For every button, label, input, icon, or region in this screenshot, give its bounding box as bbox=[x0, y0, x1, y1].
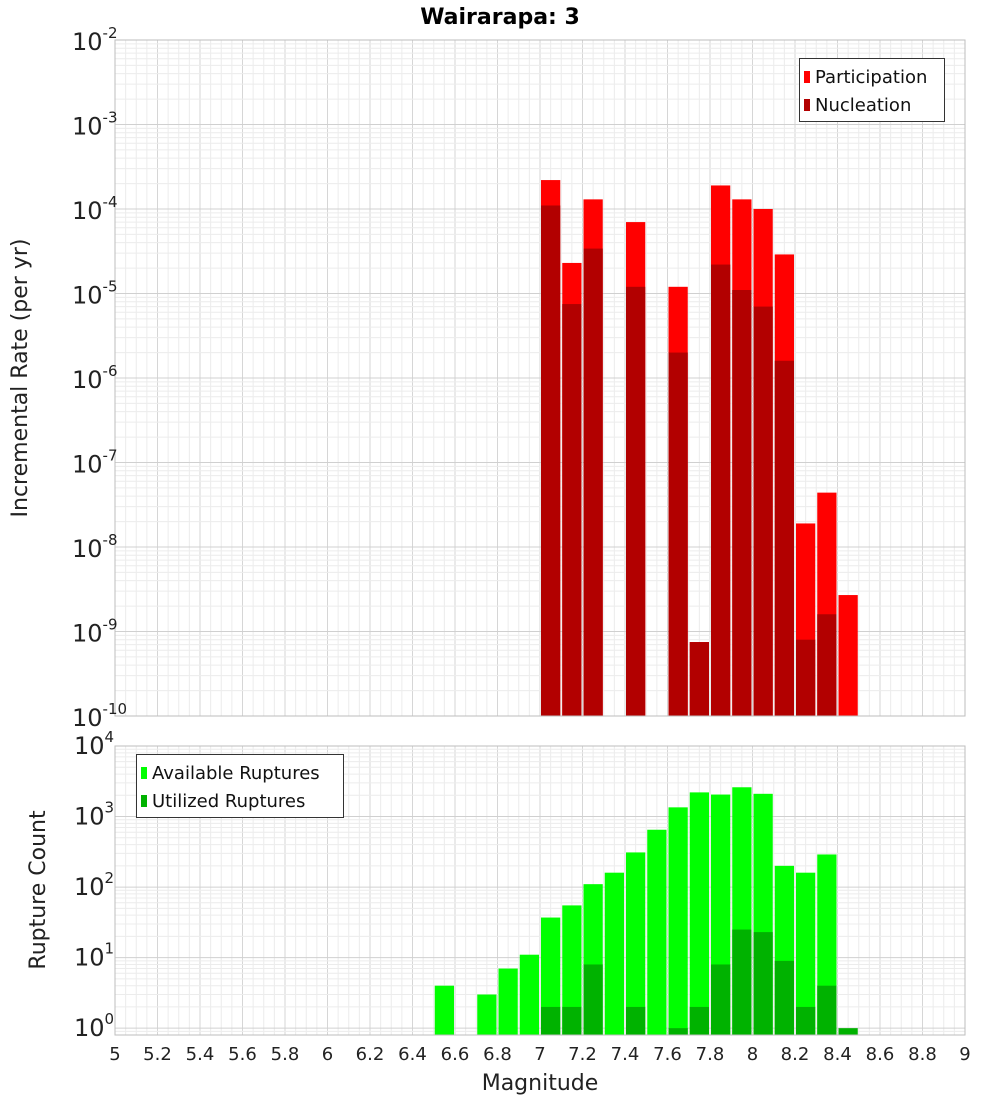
x-tick-label: 7.6 bbox=[653, 1044, 682, 1065]
bar-nucleation bbox=[583, 248, 603, 716]
x-tick-label: 5 bbox=[109, 1044, 120, 1065]
plot-border bbox=[114, 745, 966, 1036]
x-tick-label: 8.2 bbox=[781, 1044, 810, 1065]
x-axis-label: Magnitude bbox=[482, 1071, 599, 1096]
top-y-axis-label: Incremental Rate (per yr) bbox=[8, 239, 33, 518]
x-tick-label: 6.8 bbox=[483, 1044, 512, 1065]
y-tick-label: 104 bbox=[74, 728, 114, 760]
x-tick-label: 5.2 bbox=[143, 1044, 172, 1065]
legend-label: Utilized Ruptures bbox=[152, 790, 306, 812]
legend-label: Nucleation bbox=[815, 94, 912, 116]
x-tick-label: 8.8 bbox=[908, 1044, 937, 1065]
bar-utilized-ruptures bbox=[817, 985, 837, 1035]
x-tick-label: 5.6 bbox=[228, 1044, 257, 1065]
legend-label: Participation bbox=[815, 66, 928, 88]
x-tick-label: 6.4 bbox=[398, 1044, 427, 1065]
bar-available-ruptures bbox=[626, 852, 646, 1035]
bar-available-ruptures bbox=[796, 872, 816, 1035]
bar-available-ruptures bbox=[647, 829, 667, 1035]
bar-utilized-ruptures bbox=[562, 1006, 582, 1035]
bar-utilized-ruptures bbox=[541, 1006, 561, 1035]
legend-item-utilized-ruptures: Utilized Ruptures bbox=[141, 787, 337, 815]
bar-available-ruptures bbox=[477, 994, 497, 1035]
plot-border bbox=[114, 39, 966, 717]
top-plot-area: 10-10 10-9 10-8 10-7 10-6 10-5 10-4 10-3 10-2 bbox=[72, 24, 966, 732]
bar-utilized-ruptures bbox=[668, 1028, 688, 1035]
x-tick-label: 6.6 bbox=[441, 1044, 470, 1065]
bar-utilized-ruptures bbox=[732, 929, 752, 1035]
bar-participation bbox=[838, 595, 858, 716]
bar-utilized-ruptures bbox=[796, 1006, 816, 1035]
bar-nucleation bbox=[711, 264, 731, 716]
legend-swatch bbox=[141, 795, 147, 807]
legend-swatch bbox=[804, 99, 810, 111]
y-tick-label: 100 bbox=[74, 1010, 114, 1042]
bar-nucleation bbox=[562, 304, 582, 716]
top-legend: Participation Nucleation bbox=[799, 58, 945, 122]
x-tick-label: 8.4 bbox=[823, 1044, 852, 1065]
y-tick-label: 10-10 bbox=[72, 700, 127, 732]
bottom-y-axis-label: Rupture Count bbox=[26, 810, 51, 970]
x-tick-label: 9 bbox=[959, 1044, 970, 1065]
x-tick-label: 8 bbox=[747, 1044, 758, 1065]
x-tick-label: 6 bbox=[322, 1044, 333, 1065]
bar-available-ruptures bbox=[498, 968, 518, 1035]
bar-nucleation bbox=[796, 639, 816, 716]
bar-available-ruptures bbox=[604, 872, 624, 1035]
legend-item-available-ruptures: Available Ruptures bbox=[141, 759, 337, 787]
chart-title: Wairarapa: 3 bbox=[420, 5, 580, 30]
x-tick-label: 5.4 bbox=[186, 1044, 215, 1065]
x-tick-label: 7.8 bbox=[696, 1044, 725, 1065]
y-tick-label: 10-2 bbox=[72, 24, 118, 56]
x-tick-label: 7.2 bbox=[568, 1044, 597, 1065]
bar-available-ruptures bbox=[519, 954, 539, 1035]
y-tick-label: 10-3 bbox=[72, 109, 118, 141]
y-tick-label: 10-8 bbox=[72, 531, 118, 563]
bar-utilized-ruptures bbox=[774, 960, 794, 1035]
bar-available-ruptures bbox=[689, 792, 709, 1035]
legend-item-nucleation: Nucleation bbox=[804, 91, 938, 119]
x-tick-label: 6.2 bbox=[356, 1044, 385, 1065]
y-tick-label: 101 bbox=[74, 940, 114, 972]
bar-utilized-ruptures bbox=[753, 932, 773, 1035]
bar-nucleation bbox=[732, 290, 752, 716]
bar-nucleation bbox=[774, 360, 794, 716]
x-tick-label: 7 bbox=[534, 1044, 545, 1065]
bar-utilized-ruptures bbox=[711, 964, 731, 1035]
y-tick-label: 10-5 bbox=[72, 278, 118, 310]
y-tick-label: 102 bbox=[74, 869, 114, 901]
legend-swatch bbox=[804, 71, 810, 83]
bar-utilized-ruptures bbox=[583, 964, 603, 1035]
bar-available-ruptures bbox=[668, 807, 688, 1035]
y-tick-label: 10-7 bbox=[72, 447, 118, 479]
bar-nucleation bbox=[753, 306, 773, 716]
y-tick-label: 10-4 bbox=[72, 193, 118, 225]
y-tick-label: 10-9 bbox=[72, 616, 118, 648]
bar-utilized-ruptures bbox=[838, 1028, 858, 1035]
bar-nucleation bbox=[668, 352, 688, 716]
bar-available-ruptures bbox=[434, 985, 454, 1035]
bar-utilized-ruptures bbox=[626, 1006, 646, 1035]
bar-nucleation bbox=[817, 614, 837, 716]
legend-item-participation: Participation bbox=[804, 63, 938, 91]
bar-available-ruptures bbox=[562, 905, 582, 1035]
legend-swatch bbox=[141, 767, 147, 779]
y-tick-label: 10-6 bbox=[72, 362, 118, 394]
bar-available-ruptures bbox=[541, 917, 561, 1035]
bar-nucleation bbox=[541, 205, 561, 716]
legend-label: Available Ruptures bbox=[152, 762, 320, 784]
x-tick-label: 5.8 bbox=[271, 1044, 300, 1065]
bar-nucleation bbox=[689, 642, 709, 716]
bottom-legend: Available Ruptures Utilized Ruptures bbox=[136, 754, 344, 818]
bar-nucleation bbox=[626, 286, 646, 716]
bottom-plot-area: 100 101 102 103 104 5 5.2 5.4 5.6 5.8 6 6.2 6.4 6.6 6.… bbox=[74, 728, 971, 1065]
y-tick-label: 103 bbox=[74, 799, 114, 831]
x-tick-label: 7.4 bbox=[611, 1044, 640, 1065]
bar-utilized-ruptures bbox=[689, 1006, 709, 1035]
x-tick-label: 8.6 bbox=[866, 1044, 895, 1065]
